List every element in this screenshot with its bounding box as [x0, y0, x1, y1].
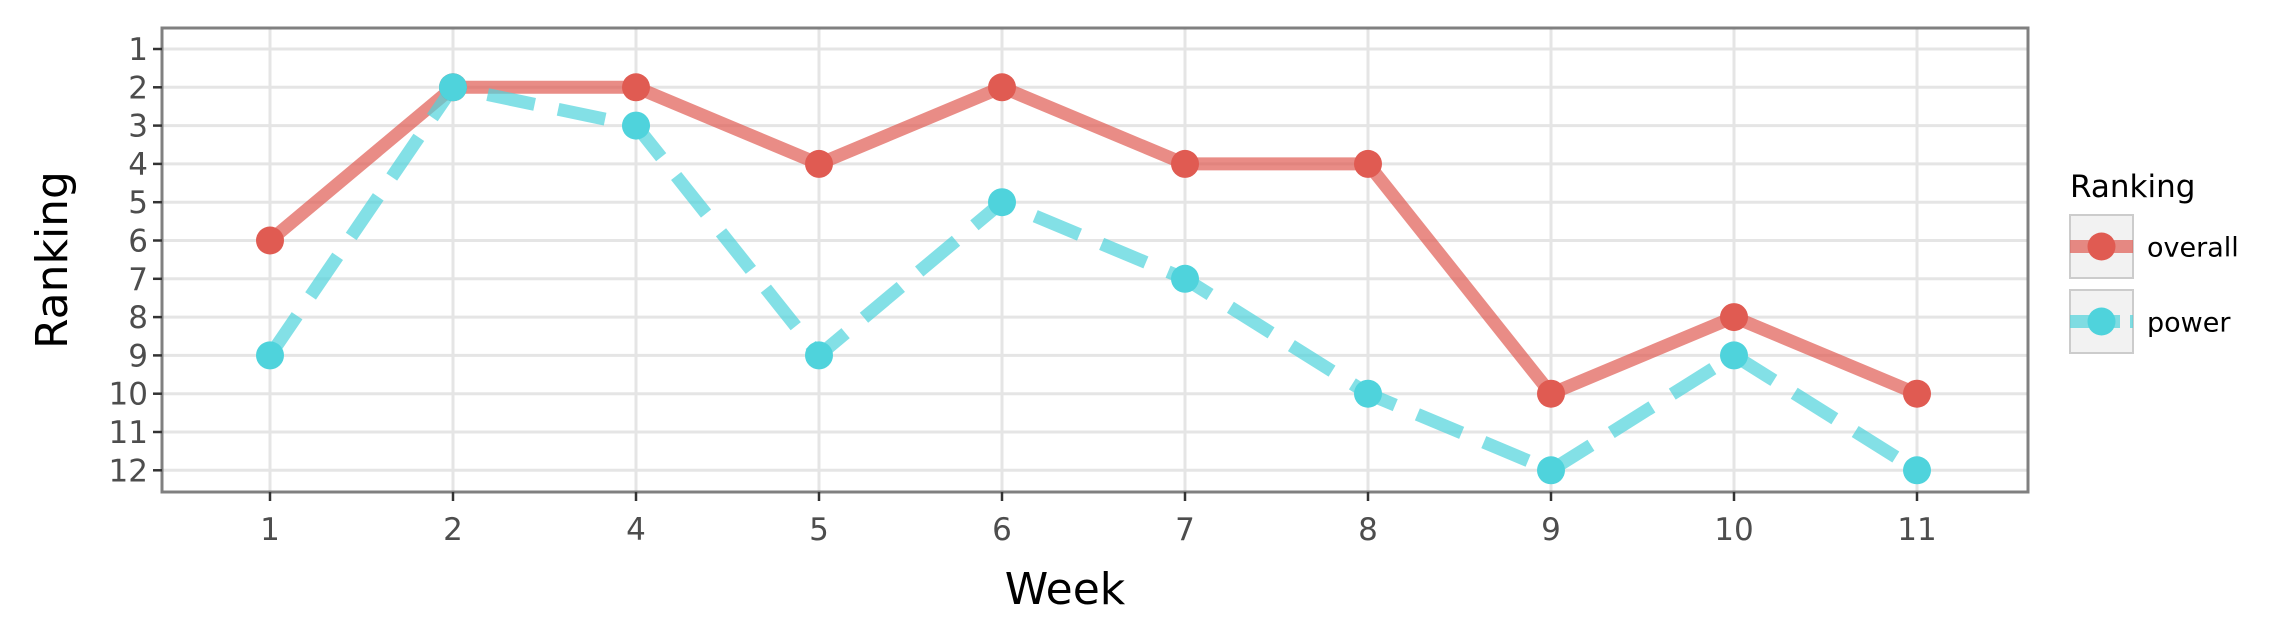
y-tick-label: 10 — [109, 377, 148, 413]
x-tick-label: 8 — [1358, 512, 1378, 548]
x-tick-label: 10 — [1714, 512, 1753, 548]
x-tick-label: 5 — [809, 512, 829, 548]
y-axis-title: Ranking — [27, 171, 78, 349]
plot-panel-border — [160, 26, 2030, 494]
data-point-overall — [805, 149, 833, 178]
x-tick-label: 7 — [1175, 512, 1195, 548]
x-tick-label: 1 — [260, 512, 280, 548]
x-tick-label: 6 — [992, 512, 1012, 548]
x-axis: 1 2 4 5 6 7 8 9 10 11 — [260, 492, 1937, 548]
y-tick-label: 7 — [128, 262, 148, 298]
y-tick-label: 5 — [128, 185, 148, 221]
data-point-power — [1720, 341, 1748, 370]
legend-key-point — [2087, 307, 2116, 336]
legend-item-overall: overall — [2069, 214, 2239, 279]
y-tick-label: 2 — [128, 70, 148, 106]
y-tick-label: 11 — [109, 415, 148, 451]
data-point-overall — [1537, 379, 1565, 408]
data-point-power — [439, 73, 467, 102]
x-tick-label: 11 — [1897, 512, 1936, 548]
data-point-overall — [622, 73, 650, 102]
data-point-power — [1171, 264, 1199, 293]
legend-key-point — [2087, 232, 2116, 261]
legend-label: power — [2147, 308, 2231, 339]
data-point-power — [988, 188, 1016, 217]
data-point-overall — [1720, 303, 1748, 332]
legend-label: overall — [2147, 233, 2239, 264]
y-tick-label: 1 — [128, 32, 148, 68]
legend-items: overall power — [2069, 214, 2239, 354]
y-tick-label: 3 — [128, 109, 148, 145]
series-line-overall — [265, 80, 1920, 401]
data-point-power — [1903, 456, 1931, 485]
data-point-overall — [1903, 379, 1931, 408]
data-point-power — [1537, 456, 1565, 485]
data-point-power — [805, 341, 833, 370]
data-point-power — [622, 111, 650, 140]
y-tick-label: 6 — [128, 224, 148, 260]
data-point-overall — [1354, 149, 1382, 178]
y-tick-label: 12 — [109, 453, 148, 489]
x-axis-title: Week — [1005, 564, 1126, 615]
data-point-power — [1354, 379, 1382, 408]
data-point-power — [256, 341, 284, 370]
legend: Ranking overall power — [2069, 169, 2239, 354]
legend-title: Ranking — [2070, 169, 2195, 205]
legend-item-power: power — [2069, 289, 2231, 354]
series-layer — [256, 73, 1931, 485]
y-tick-label: 4 — [128, 147, 148, 183]
data-point-overall — [256, 226, 284, 255]
x-tick-label: 9 — [1541, 512, 1561, 548]
y-tick-label: 9 — [128, 338, 148, 374]
grid-lines — [162, 28, 2028, 492]
data-point-overall — [988, 73, 1016, 102]
y-tick-label: 8 — [128, 300, 148, 336]
x-tick-label: 2 — [443, 512, 463, 548]
series-line-power — [264, 80, 1921, 477]
x-tick-label: 4 — [626, 512, 646, 548]
data-point-overall — [1171, 149, 1199, 178]
